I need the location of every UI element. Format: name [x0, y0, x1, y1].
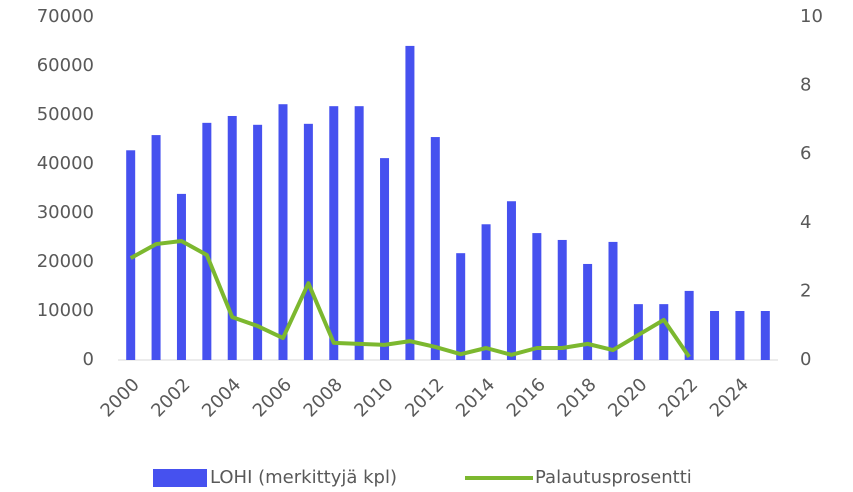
bar	[303, 123, 313, 360]
y-tick-label: 10000	[37, 300, 94, 321]
bar	[659, 304, 669, 360]
y2-tick-label: 6	[800, 143, 811, 164]
bar	[329, 106, 339, 361]
bar	[760, 311, 770, 360]
bar	[684, 290, 694, 360]
y2-tick-label: 8	[800, 75, 811, 96]
legend-label: Palautusprosentti	[535, 467, 692, 488]
x-tick-label: 2018	[553, 374, 600, 421]
bar	[481, 224, 491, 360]
bar	[735, 311, 745, 360]
bar	[354, 106, 364, 361]
bar	[253, 124, 263, 360]
y-tick-label: 50000	[37, 104, 94, 125]
bar	[202, 122, 212, 360]
legend-swatch	[153, 469, 207, 487]
y2-tick-label: 10	[800, 6, 823, 27]
bar	[506, 201, 516, 360]
bar	[532, 233, 542, 360]
x-tick-label: 2012	[401, 374, 448, 421]
x-tick-label: 2008	[300, 374, 347, 421]
y-tick-label: 0	[83, 349, 94, 370]
x-tick-label: 2024	[706, 374, 753, 421]
x-tick-label: 2004	[198, 374, 245, 421]
bar	[710, 311, 720, 360]
y2-tick-label: 2	[800, 280, 811, 301]
y-tick-label: 60000	[37, 55, 94, 76]
x-tick-label: 2020	[604, 374, 651, 421]
y-tick-label: 30000	[37, 202, 94, 223]
bar	[405, 45, 415, 360]
bar	[608, 241, 618, 360]
y2-tick-label: 0	[800, 349, 811, 370]
x-tick-label: 2006	[249, 374, 296, 421]
bar	[126, 150, 136, 360]
x-tick-label: 2022	[655, 374, 702, 421]
bar	[557, 239, 567, 360]
x-tick-label: 2010	[350, 374, 397, 421]
y-tick-label: 40000	[37, 153, 94, 174]
y-tick-label: 20000	[37, 251, 94, 272]
x-tick-label: 2016	[503, 374, 550, 421]
x-tick-label: 2014	[452, 374, 499, 421]
bar	[430, 137, 440, 360]
bar	[456, 253, 466, 360]
x-tick-label: 2002	[147, 374, 194, 421]
bar	[633, 304, 643, 360]
y2-tick-label: 4	[800, 212, 811, 233]
bar	[227, 115, 237, 360]
bar	[176, 193, 186, 360]
bar	[583, 263, 593, 360]
bar	[380, 158, 390, 360]
bar	[278, 104, 288, 360]
y-tick-label: 70000	[37, 6, 94, 27]
bar	[151, 135, 161, 360]
line	[129, 238, 691, 359]
legend-label: LOHI (merkittyjä kpl)	[210, 467, 397, 488]
x-tick-label: 2000	[97, 374, 144, 421]
